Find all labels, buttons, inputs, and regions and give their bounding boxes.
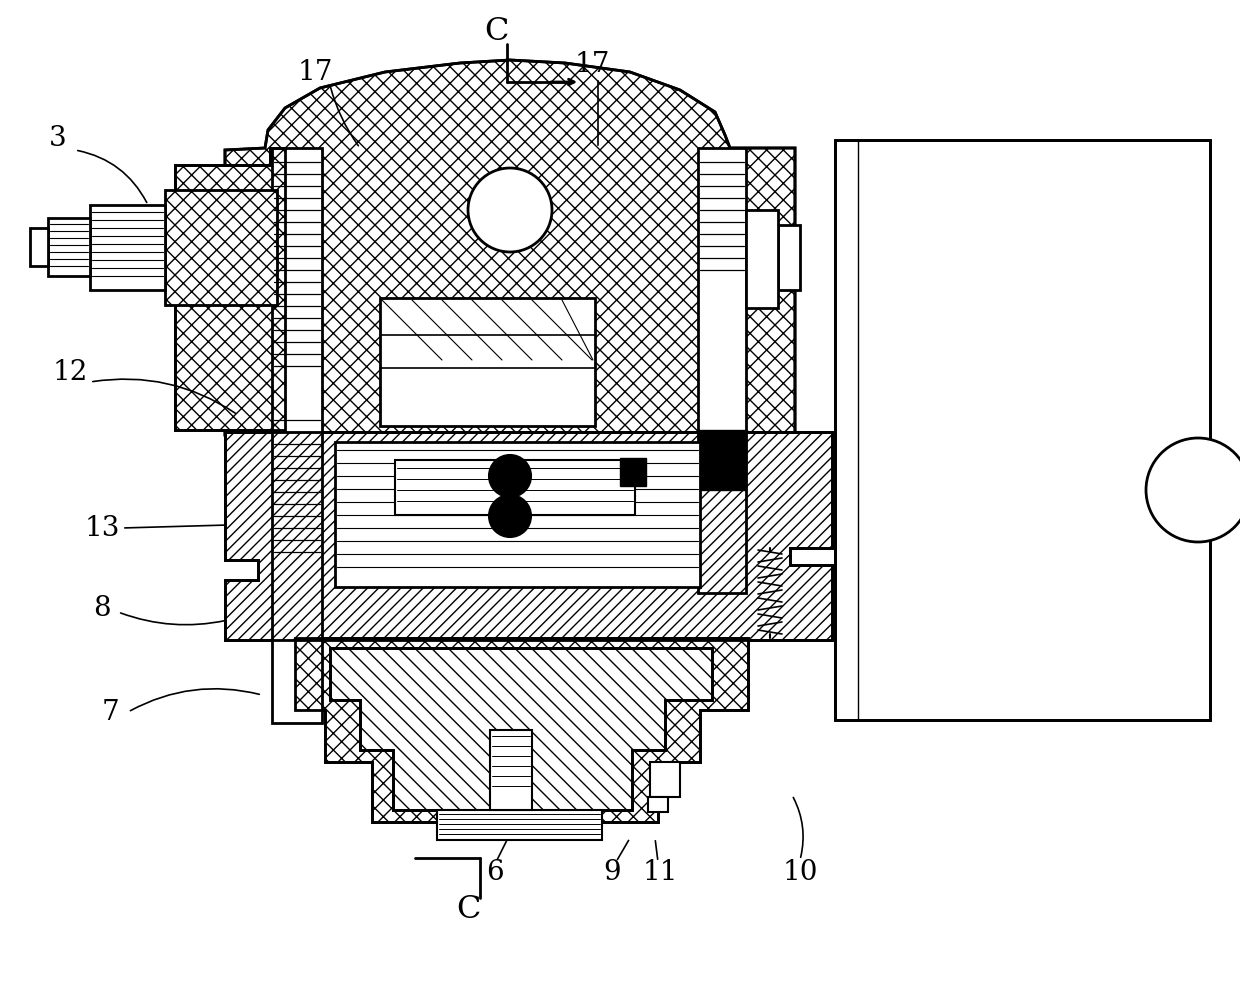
Bar <box>698 148 746 593</box>
Text: 8: 8 <box>93 594 110 622</box>
Text: 6: 6 <box>486 859 503 887</box>
Circle shape <box>1146 438 1240 542</box>
Text: 7: 7 <box>102 698 119 726</box>
Bar <box>91 205 165 290</box>
Text: C: C <box>484 17 508 47</box>
Bar <box>777 225 800 290</box>
Polygon shape <box>330 648 712 810</box>
Polygon shape <box>295 638 748 822</box>
Bar <box>649 797 668 812</box>
Bar <box>835 140 1210 720</box>
Bar <box>698 430 746 490</box>
Text: 13: 13 <box>84 514 120 542</box>
Text: 10: 10 <box>782 859 817 887</box>
Text: 11: 11 <box>642 859 678 887</box>
Bar <box>165 190 277 305</box>
Text: 17: 17 <box>574 51 610 78</box>
Bar <box>650 762 680 797</box>
Text: 3: 3 <box>50 125 67 151</box>
Bar <box>379 298 595 426</box>
Bar <box>165 190 277 305</box>
Circle shape <box>467 168 552 252</box>
Circle shape <box>489 495 531 537</box>
Text: 9: 9 <box>603 859 621 887</box>
Text: C: C <box>456 895 480 925</box>
Bar <box>490 730 532 810</box>
Polygon shape <box>224 432 832 640</box>
Polygon shape <box>175 148 285 430</box>
Bar <box>396 460 635 515</box>
Text: 12: 12 <box>52 358 88 386</box>
Bar <box>272 148 322 723</box>
Bar <box>30 228 48 266</box>
Circle shape <box>489 455 531 497</box>
Polygon shape <box>224 60 795 435</box>
Bar <box>335 442 701 587</box>
Bar <box>746 210 777 308</box>
Bar <box>48 218 91 276</box>
Bar <box>436 810 601 840</box>
Bar <box>620 458 646 486</box>
Text: 17: 17 <box>298 59 332 85</box>
